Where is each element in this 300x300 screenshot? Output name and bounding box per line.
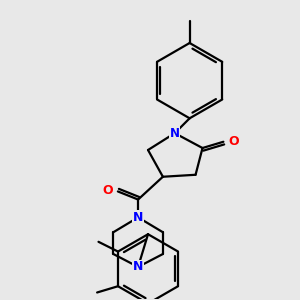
Text: N: N	[170, 127, 180, 140]
Text: N: N	[133, 260, 143, 273]
Text: O: O	[103, 184, 113, 197]
Text: O: O	[228, 135, 238, 148]
Text: N: N	[133, 211, 143, 224]
